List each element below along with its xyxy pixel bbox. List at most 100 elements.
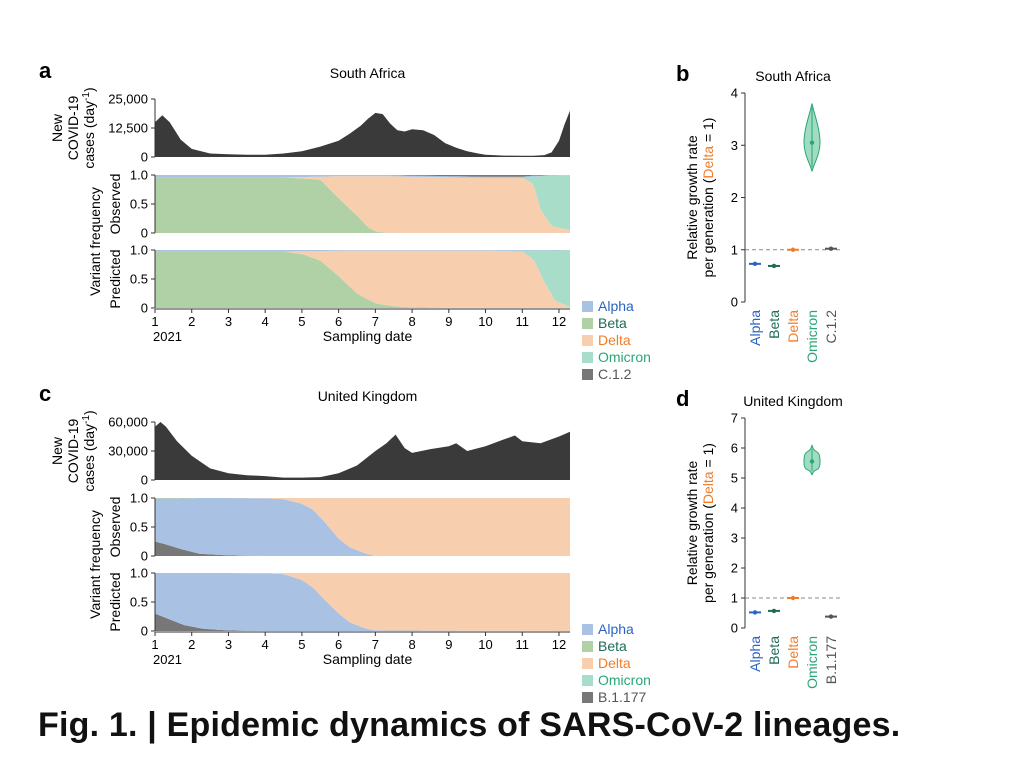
- x-year-label: 2021: [153, 652, 182, 667]
- observed-c-y-tick-label: 0: [141, 549, 148, 564]
- legend-label-beta: Beta: [598, 638, 627, 654]
- predicted-area-beta-a: [155, 251, 570, 308]
- observed-c-y-tick-label: 1.0: [130, 491, 148, 506]
- x-tick-label: 10: [478, 314, 492, 329]
- x-tick-label: 11: [516, 314, 530, 329]
- growth-y-tick-label: 3: [731, 531, 738, 546]
- x-tick-label: 6: [335, 314, 342, 329]
- growth-y-tick-label: 1: [731, 591, 738, 606]
- category-label-c12: C.1.2: [823, 310, 839, 344]
- observed-area-delta-c: [155, 498, 570, 556]
- x-tick-label: 11: [516, 637, 530, 652]
- legend-label-b1177: B.1.177: [598, 689, 646, 705]
- legend-swatch-beta: [582, 318, 593, 329]
- growth-y-tick-label: 1: [731, 242, 738, 257]
- point-omicron: [809, 459, 815, 464]
- cases-c-y-tick-label: 30,000: [108, 444, 148, 459]
- point-omicron: [809, 140, 815, 145]
- observed-a-y-tick-label: 0: [141, 226, 148, 241]
- cases-axis-title-line2: COVID-19: [65, 96, 81, 161]
- x-tick-label: 3: [225, 314, 232, 329]
- legend-label-alpha: Alpha: [598, 298, 634, 314]
- growth-axis-title-line1: Relative growth rate: [684, 135, 700, 260]
- growth-y-tick-label: 3: [731, 138, 738, 153]
- predicted-a-y-tick-label: 0: [141, 301, 148, 316]
- observed-area-c12-a: [155, 175, 570, 177]
- x-tick-label: 8: [408, 637, 415, 652]
- cases-c-y-tick-label: 60,000: [108, 415, 148, 430]
- x-tick-label: 9: [445, 637, 452, 652]
- predicted-c-y-tick-label: 0.5: [130, 595, 148, 610]
- category-label-alpha: Alpha: [747, 636, 763, 672]
- growth-y-tick-label: 4: [731, 501, 738, 516]
- panel-title-a: South Africa: [330, 65, 406, 81]
- panel-title-c: United Kingdom: [318, 388, 418, 404]
- point-c12: [828, 246, 834, 251]
- x-tick-label: 4: [262, 314, 269, 329]
- legend-label-c12: C.1.2: [598, 366, 632, 382]
- legend-swatch-alpha: [582, 624, 593, 635]
- growth-y-tick-label: 6: [731, 441, 738, 456]
- x-tick-label: 2: [188, 637, 195, 652]
- observed-area-b1177-c: [155, 541, 570, 556]
- predicted-a-y-tick-label: 0.5: [130, 272, 148, 287]
- predicted-area-b1177-c: [155, 613, 570, 631]
- legend-label-delta: Delta: [598, 332, 631, 348]
- x-tick-label: 2: [188, 314, 195, 329]
- legend-swatch-omicron: [582, 675, 593, 686]
- x-tick-label: 1: [151, 314, 158, 329]
- observed-title: Observed: [107, 174, 123, 235]
- x-axis-title: Sampling date: [323, 328, 413, 344]
- category-label-beta: Beta: [766, 310, 782, 339]
- legend-swatch-alpha: [582, 301, 593, 312]
- x-tick-label: 1: [151, 637, 158, 652]
- x-tick-label: 3: [225, 637, 232, 652]
- cases-axis-title-line1: New: [49, 113, 65, 142]
- x-tick-label: 6: [335, 637, 342, 652]
- category-label-delta: Delta: [785, 310, 801, 343]
- point-b1177: [828, 614, 834, 619]
- category-label-omicron: Omicron: [804, 636, 820, 689]
- predicted-title: Predicted: [107, 249, 123, 308]
- x-tick-label: 7: [372, 637, 379, 652]
- x-tick-label: 5: [298, 637, 305, 652]
- growth-axis-title-line2: per generation (Delta = 1): [700, 443, 716, 603]
- x-tick-label: 5: [298, 314, 305, 329]
- observed-c-y-tick-label: 0.5: [130, 520, 148, 535]
- panel-letter-c: c: [39, 381, 51, 406]
- observed-a-y-tick-label: 0.5: [130, 197, 148, 212]
- figure-caption: Fig. 1. | Epidemic dynamics of SARS-CoV-…: [38, 706, 901, 744]
- growth-y-tick-label: 5: [731, 471, 738, 486]
- category-label-delta: Delta: [785, 636, 801, 669]
- observed-area-beta-c: [155, 498, 570, 499]
- predicted-area-delta-a: [155, 250, 570, 308]
- predicted-area-alpha-c: [155, 573, 570, 631]
- x-tick-label: 7: [372, 314, 379, 329]
- observed-area-alpha-a: [155, 175, 570, 178]
- x-axis-title: Sampling date: [323, 651, 413, 667]
- legend-label-delta: Delta: [598, 655, 631, 671]
- point-alpha: [752, 261, 758, 267]
- cases-a-y-tick-label: 12,500: [108, 121, 148, 136]
- observed-area-beta-a: [155, 177, 570, 233]
- legend-label-alpha: Alpha: [598, 621, 634, 637]
- legend-swatch-delta: [582, 335, 593, 346]
- predicted-a-y-tick-label: 1.0: [130, 243, 148, 258]
- predicted-area-delta-c: [155, 573, 570, 631]
- x-tick-label: 9: [445, 314, 452, 329]
- cases-a-y-tick-label: 0: [141, 150, 148, 165]
- growth-y-tick-label: 0: [731, 295, 738, 310]
- growth-y-tick-label: 7: [731, 411, 738, 426]
- category-label-omicron: Omicron: [804, 310, 820, 363]
- x-tick-label: 12: [552, 314, 566, 329]
- predicted-area-omicron-a: [155, 250, 570, 307]
- x-tick-label: 4: [262, 637, 269, 652]
- panel-title-d: United Kingdom: [743, 393, 843, 409]
- cases-c-y-tick-label: 0: [141, 473, 148, 488]
- cases-axis-title-line1: New: [49, 436, 65, 465]
- category-label-alpha: Alpha: [747, 310, 763, 346]
- legend-swatch-c12: [582, 369, 593, 380]
- x-tick-label: 10: [478, 637, 492, 652]
- category-label-beta: Beta: [766, 636, 782, 665]
